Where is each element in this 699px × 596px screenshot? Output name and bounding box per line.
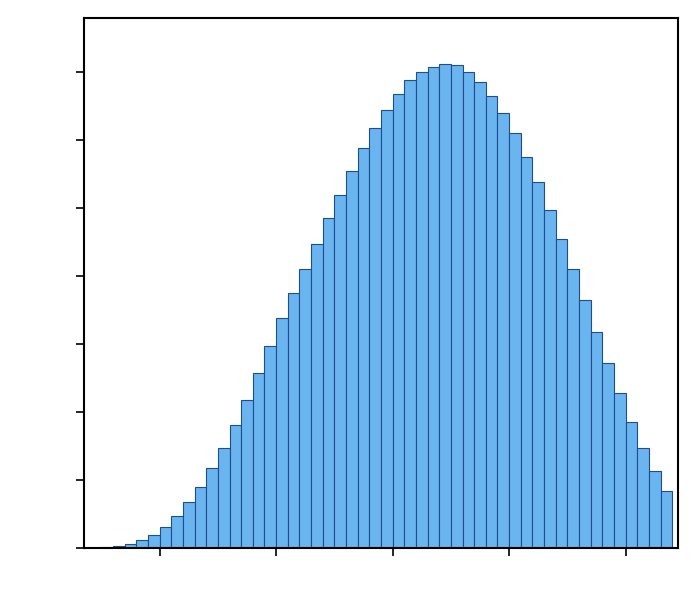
Bar — [159, 526, 171, 548]
Bar — [241, 400, 253, 548]
Bar — [556, 239, 568, 548]
Bar — [183, 502, 194, 548]
Bar — [428, 67, 439, 548]
Bar — [358, 148, 369, 548]
Bar — [404, 80, 416, 548]
Bar — [229, 424, 241, 548]
Bar — [603, 364, 614, 548]
Bar — [218, 448, 229, 548]
Bar — [264, 346, 276, 548]
Bar — [637, 448, 649, 548]
Bar — [568, 269, 579, 548]
Bar — [206, 468, 218, 548]
Bar — [439, 64, 451, 548]
Bar — [288, 293, 299, 548]
Bar — [533, 182, 544, 548]
Bar — [591, 332, 603, 548]
Bar — [614, 393, 626, 548]
Bar — [253, 373, 264, 548]
Bar — [346, 171, 358, 548]
Bar — [136, 540, 148, 548]
Bar — [474, 82, 486, 548]
Bar — [334, 195, 346, 548]
Bar — [486, 96, 498, 548]
Bar — [381, 110, 393, 548]
Bar — [124, 544, 136, 548]
Bar — [311, 244, 323, 548]
Bar — [101, 547, 113, 548]
Bar — [544, 210, 556, 548]
Bar — [626, 422, 637, 548]
Bar — [299, 269, 311, 548]
Bar — [509, 134, 521, 548]
Bar — [369, 128, 381, 548]
Bar — [148, 535, 159, 548]
Bar — [661, 491, 672, 548]
Bar — [276, 318, 288, 548]
Bar — [451, 66, 463, 548]
Bar — [323, 219, 334, 548]
Bar — [498, 113, 509, 548]
Bar — [521, 157, 533, 548]
Bar — [393, 94, 404, 548]
Bar — [171, 516, 183, 548]
Bar — [194, 487, 206, 548]
Bar — [113, 545, 124, 548]
Bar — [649, 471, 661, 548]
Bar — [463, 72, 474, 548]
Bar — [416, 72, 428, 548]
Bar — [579, 300, 591, 548]
